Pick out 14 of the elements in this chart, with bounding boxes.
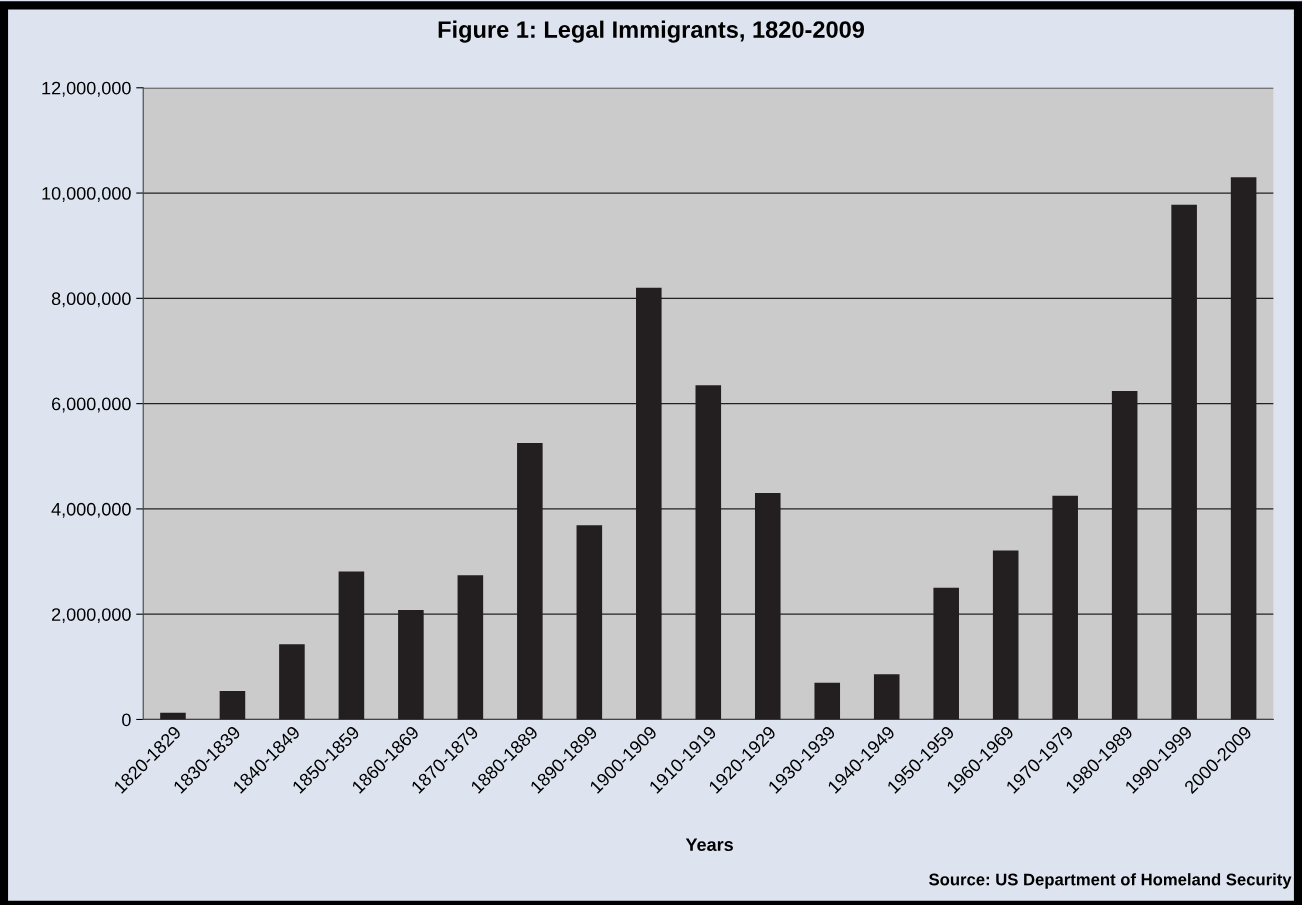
y-tick-label: 4,000,000 — [51, 502, 131, 518]
bar — [873, 674, 900, 720]
y-tick-label: 8,000,000 — [51, 292, 131, 308]
chart-title: Figure 1: Legal Immigrants, 1820-2009 — [438, 20, 865, 43]
bar — [279, 644, 305, 720]
x-axis-title: Years — [685, 838, 733, 852]
y-tick-label: 6,000,000 — [52, 397, 131, 413]
y-tick-label: 10,000,000 — [42, 187, 131, 202]
y-tick-label: 0 — [122, 713, 131, 727]
bar — [814, 682, 841, 720]
bar — [219, 691, 246, 720]
y-tick-label: 2,000,000 — [52, 608, 131, 624]
source-note: Source: US Department of Homeland Security — [929, 873, 1292, 889]
y-tick-label: 12,000,000 — [42, 81, 131, 97]
